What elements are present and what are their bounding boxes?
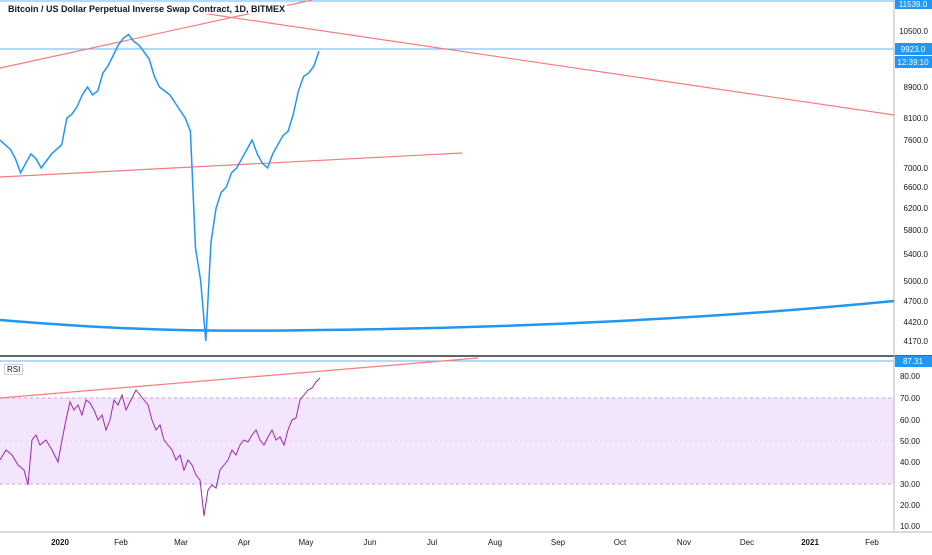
time-tick-label: Feb	[114, 538, 128, 547]
rsi-tick-label: 80.00	[900, 372, 921, 381]
price-tick-label: 4170.0	[904, 337, 929, 346]
time-tick-label: Mar	[174, 538, 188, 547]
countdown-tag	[895, 56, 932, 68]
time-tick-label: Dec	[740, 538, 754, 547]
trendline-support[interactable]	[0, 152, 463, 178]
price-pane[interactable]	[0, 0, 894, 354]
time-tick-label: Aug	[488, 538, 502, 547]
time-tick-label: Nov	[677, 538, 691, 547]
price-tick-label: 8100.0	[904, 114, 929, 123]
price-tick-label: 4700.0	[904, 297, 929, 306]
time-tick-label: 2021	[801, 538, 819, 547]
last-price-tag	[895, 43, 932, 55]
countdown-timer: 12:39:10	[897, 58, 929, 67]
time-tick-label: Apr	[238, 538, 251, 547]
price-series-line[interactable]	[0, 33, 320, 342]
rsi-tick-label: 10.00	[900, 522, 921, 531]
time-tick-label: Jul	[427, 538, 437, 547]
last-price-value: 9923.0	[901, 45, 926, 54]
time-tick-label: Feb	[865, 538, 879, 547]
time-axis[interactable]: 2020 Feb Mar Apr May Jun Jul Aug Sep Oct Nov Dec 202…	[51, 538, 879, 547]
rsi-axis[interactable]: 80.00 70.00 60.00 50.00 40.00 30.00 20.00 10.00	[900, 372, 921, 531]
price-tick-label: 8900.0	[904, 83, 929, 92]
time-tick-label: Oct	[614, 538, 627, 547]
time-tick-label: 2020	[51, 538, 69, 547]
arc-curve[interactable]	[0, 299, 895, 332]
trendline-descending[interactable]	[139, 3, 895, 116]
top-price-tag	[895, 0, 932, 9]
price-tick-label: 4420.0	[904, 318, 929, 327]
rsi-last-value: 87.31	[903, 357, 924, 366]
rsi-tick-label: 60.00	[900, 416, 921, 425]
top-price-label: 11539.0	[899, 0, 928, 9]
rsi-indicator-label[interactable]: RSI	[4, 364, 24, 375]
rsi-series-line[interactable]	[0, 377, 321, 517]
price-tick-label: 6200.0	[904, 204, 929, 213]
price-tick-label: 5400.0	[904, 250, 929, 259]
price-tick-label: 5800.0	[904, 226, 929, 235]
price-tick-label: 7000.0	[904, 164, 929, 173]
rsi-tick-label: 30.00	[900, 480, 921, 489]
rsi-tick-label: 70.00	[900, 394, 921, 403]
price-axis[interactable]: 10500.0 8900.0 8100.0 7600.0 7000.0 6600.0 620…	[899, 27, 928, 346]
chart-title: Bitcoin / US Dollar Perpetual Inverse Sw…	[6, 4, 288, 14]
time-tick-label: Jun	[364, 538, 377, 547]
price-tick-label: 10500.0	[899, 27, 928, 36]
price-tick-label: 5000.0	[904, 277, 929, 286]
rsi-tick-label: 20.00	[900, 501, 921, 510]
rsi-tick-label: 50.00	[900, 437, 921, 446]
price-tick-label: 6600.0	[904, 183, 929, 192]
price-tick-label: 7600.0	[904, 136, 929, 145]
rsi-tick-label: 40.00	[900, 458, 921, 467]
rsi-trendline[interactable]	[0, 357, 479, 399]
time-tick-label: Sep	[551, 538, 566, 547]
rsi-value-tag	[895, 356, 932, 367]
time-tick-label: May	[298, 538, 313, 547]
